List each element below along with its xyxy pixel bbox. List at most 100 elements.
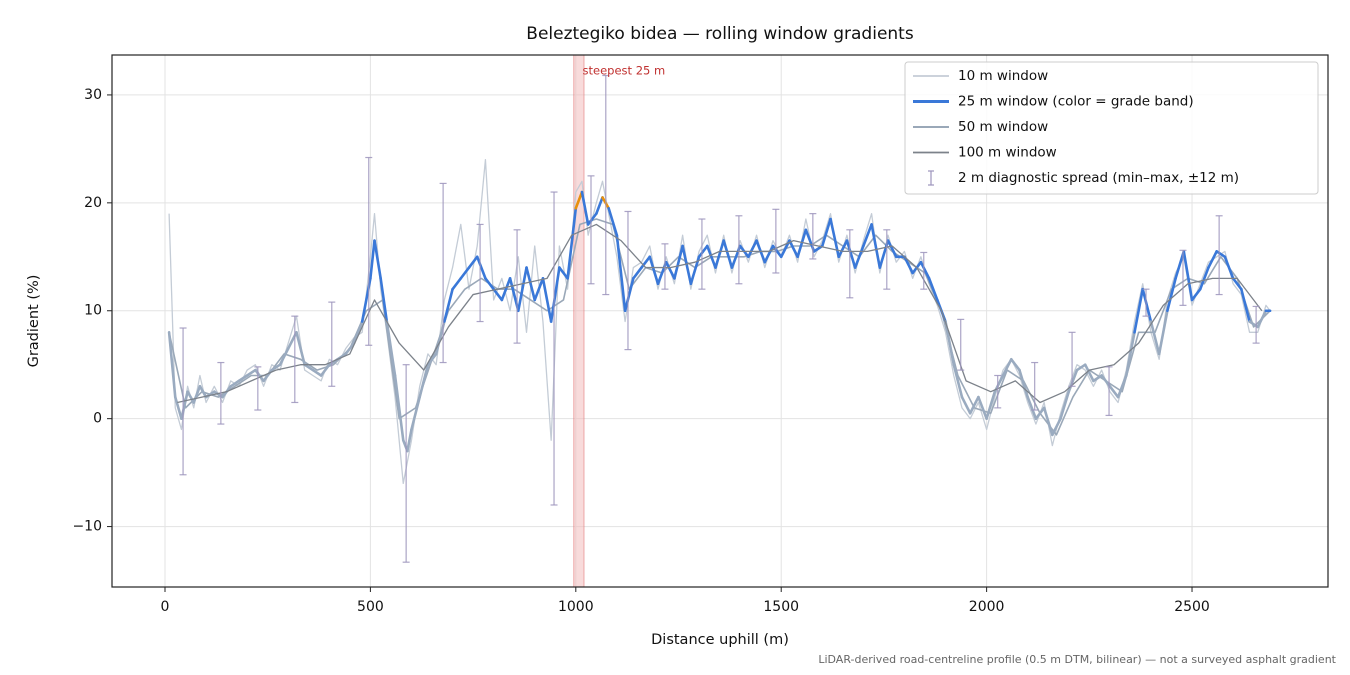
error-bar (1142, 288, 1150, 317)
error-bar (994, 374, 1002, 409)
line-segment (192, 384, 202, 404)
y-tick-label: 20 (84, 195, 102, 211)
line-segment (270, 363, 282, 372)
line-segment (623, 277, 635, 313)
line-segment (870, 223, 882, 269)
x-tick-label: 500 (357, 599, 384, 615)
line-segment (1124, 331, 1136, 377)
line-segment (198, 384, 208, 399)
line-segment (1108, 384, 1120, 399)
line-segment (919, 260, 931, 280)
line-segment (541, 277, 553, 323)
line-segment (1157, 309, 1169, 356)
y-axis-label: Gradient (%) (26, 275, 42, 368)
line-segment (771, 244, 783, 259)
line-segment (845, 239, 857, 269)
y-tick-label: 30 (84, 87, 102, 103)
line-segment (1198, 266, 1210, 291)
error-bar (1105, 366, 1113, 417)
x-tick-label: 1000 (558, 599, 594, 615)
error-bar (957, 318, 965, 371)
line-segment (254, 368, 265, 383)
error-bar (550, 191, 558, 506)
legend-box (904, 61, 1319, 195)
line-segment (484, 277, 495, 291)
line-segment (180, 390, 189, 420)
error-bar (698, 218, 706, 290)
line-segment (1051, 417, 1062, 437)
line-segment (862, 223, 873, 248)
line-segment (1240, 287, 1251, 323)
line-segment (722, 239, 734, 269)
line-segment (303, 363, 315, 372)
line-segment (640, 255, 652, 269)
line-segment (1133, 287, 1145, 334)
error-bar (365, 156, 373, 346)
line-segment (1116, 374, 1128, 399)
line-segment (319, 363, 331, 377)
line-segment (549, 266, 561, 323)
line-segment (1166, 277, 1177, 313)
line-segment (985, 390, 997, 420)
line-segment (467, 255, 479, 269)
error-bar (1179, 249, 1187, 306)
x-tick-label: 0 (161, 599, 170, 615)
line-segment (344, 341, 356, 356)
line-segment (607, 206, 619, 237)
y-tick-label: 10 (84, 303, 102, 319)
line-segment (237, 374, 249, 383)
line-segment (500, 277, 512, 302)
line-segment (574, 190, 584, 210)
line-segment (960, 395, 972, 415)
line-segment (648, 255, 660, 286)
x-tick-label: 2000 (969, 599, 1005, 615)
error-bar (624, 210, 632, 351)
line-segment (903, 255, 914, 275)
line-segment (747, 239, 758, 259)
line-segment (796, 228, 808, 259)
error-bar (476, 223, 484, 323)
error-bar (920, 251, 928, 290)
line-segment (595, 196, 604, 215)
chart-title: Beleztegiko bidea — rolling window gradi… (526, 24, 914, 44)
line-segment (278, 347, 290, 367)
error-bar (602, 74, 610, 296)
error-bar (254, 366, 262, 411)
error-bar (1215, 215, 1223, 296)
line-segment (492, 287, 504, 302)
line-segment (379, 277, 389, 323)
line-segment (1009, 358, 1021, 372)
error-bar (809, 213, 817, 260)
line-segment (369, 239, 376, 280)
line-segment (788, 239, 799, 259)
error-bar (772, 208, 780, 274)
line-segment (393, 374, 405, 442)
line-segment (673, 244, 684, 280)
line-segment (1223, 255, 1235, 280)
legend-label: 10 m window (958, 68, 1048, 84)
line-segment (586, 212, 598, 226)
line-segment (927, 277, 939, 302)
line-segment (705, 244, 717, 269)
error-bar (513, 229, 521, 344)
highlight-band (573, 55, 585, 587)
line-segment (373, 239, 382, 280)
line-segment (1059, 390, 1071, 420)
line-segment (977, 395, 988, 420)
line-segment (352, 320, 364, 345)
line-segment (311, 368, 323, 377)
line-segment (173, 395, 183, 420)
line-segment (697, 244, 709, 259)
y-tick-label: −10 (72, 519, 102, 535)
line-segment (245, 368, 257, 377)
line-segment (475, 255, 487, 280)
line-segment (1083, 363, 1095, 383)
line-segment (763, 244, 775, 264)
line-segment (410, 395, 421, 431)
line-segment (664, 260, 676, 280)
plot-frame (111, 54, 1329, 588)
line-segment (1141, 287, 1153, 323)
line-segment (968, 395, 980, 415)
line-segment (558, 266, 569, 280)
error-bar (328, 301, 336, 387)
